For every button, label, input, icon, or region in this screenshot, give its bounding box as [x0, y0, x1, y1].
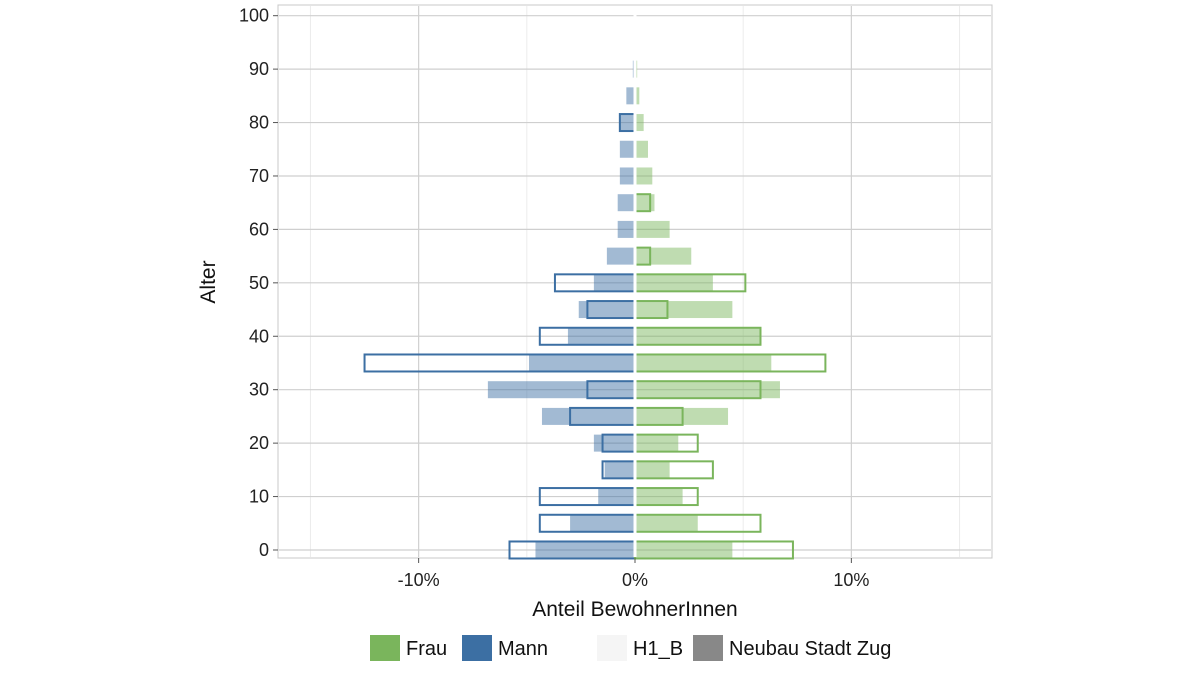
legend-swatch-neubau-stadt-zug — [693, 635, 723, 661]
bar-mann-neubau-age-40 — [567, 327, 635, 345]
bar-frau-neubau-age-70 — [635, 167, 653, 185]
bar-frau-neubau-age-40 — [635, 327, 761, 345]
bar-frau-neubau-age-15 — [635, 461, 670, 479]
x-axis-ticks: -10% 0% 10% — [398, 558, 869, 590]
y-tick-label: 70 — [249, 166, 269, 186]
bar-mann-neubau-age-45 — [578, 301, 635, 319]
bar-frau-neubau-age-65 — [635, 194, 655, 212]
x-axis-title: Anteil BewohnerInnen — [532, 598, 737, 621]
bar-frau-neubau-age-20 — [635, 434, 679, 452]
legend-swatch-mann — [462, 635, 492, 661]
y-tick-label: 80 — [249, 113, 269, 133]
bar-frau-neubau-age-85 — [635, 87, 640, 105]
y-axis-title: Alter — [197, 260, 220, 303]
y-tick-label: 30 — [249, 380, 269, 400]
bar-mann-neubau-age-30 — [487, 381, 635, 399]
bar-mann-neubau-age-55 — [606, 247, 635, 265]
y-tick-label: 20 — [249, 433, 269, 453]
bar-mann-neubau-age-75 — [619, 140, 635, 158]
bar-frau-neubau-age-35 — [635, 354, 772, 372]
bar-mann-neubau-age-20 — [593, 434, 635, 452]
legend-label: H1_B — [633, 638, 683, 660]
bar-mann-neubau-age-70 — [619, 167, 635, 185]
bar-mann-neubau-age-80 — [619, 114, 635, 132]
bar-mann-neubau-age-50 — [593, 274, 635, 292]
y-tick-label: 60 — [249, 219, 269, 239]
bar-mann-neubau-age-15 — [604, 461, 635, 479]
y-tick-label: 0 — [259, 540, 269, 560]
y-tick-label: 100 — [239, 6, 269, 26]
bar-mann-neubau-age-85 — [626, 87, 635, 105]
legend-label: Neubau Stadt Zug — [729, 638, 891, 660]
y-tick-label: 10 — [249, 487, 269, 507]
y-tick-label: 50 — [249, 273, 269, 293]
bar-frau-neubau-age-50 — [635, 274, 713, 292]
bar-frau-neubau-age-80 — [635, 114, 644, 132]
y-tick-label: 90 — [249, 59, 269, 79]
legend: Frau Mann H1_B Neubau Stadt Zug — [370, 635, 891, 661]
legend-label: Frau — [406, 638, 447, 660]
legend-swatch-h1-b — [597, 635, 627, 661]
bar-mann-neubau-age-60 — [617, 220, 635, 238]
bar-mann-neubau-age-25 — [541, 407, 635, 425]
legend-swatch-frau — [370, 635, 400, 661]
bar-frau-neubau-age-55 — [635, 247, 692, 265]
x-tick-label: -10% — [398, 570, 440, 590]
legend-label: Mann — [498, 638, 548, 660]
bar-mann-neubau-age-5 — [570, 514, 635, 532]
bar-frau-neubau-age-75 — [635, 140, 648, 158]
x-tick-label: 10% — [833, 570, 869, 590]
x-tick-label: 0% — [622, 570, 648, 590]
y-tick-label: 40 — [249, 326, 269, 346]
bar-frau-neubau-age-10 — [635, 488, 683, 506]
bar-frau-neubau-age-45 — [635, 301, 733, 319]
bar-frau-neubau-age-30 — [635, 381, 780, 399]
bar-mann-neubau-age-65 — [617, 194, 635, 212]
bar-mann-neubau-age-0 — [535, 541, 635, 559]
bar-frau-neubau-age-25 — [635, 407, 729, 425]
y-axis-ticks: 0 10 20 30 40 50 60 70 80 90 100 — [239, 6, 278, 560]
bar-frau-neubau-age-5 — [635, 514, 698, 532]
bar-frau-neubau-age-0 — [635, 541, 733, 559]
bar-mann-neubau-age-10 — [598, 488, 635, 506]
bar-frau-neubau-age-60 — [635, 220, 670, 238]
bar-mann-neubau-age-35 — [528, 354, 635, 372]
